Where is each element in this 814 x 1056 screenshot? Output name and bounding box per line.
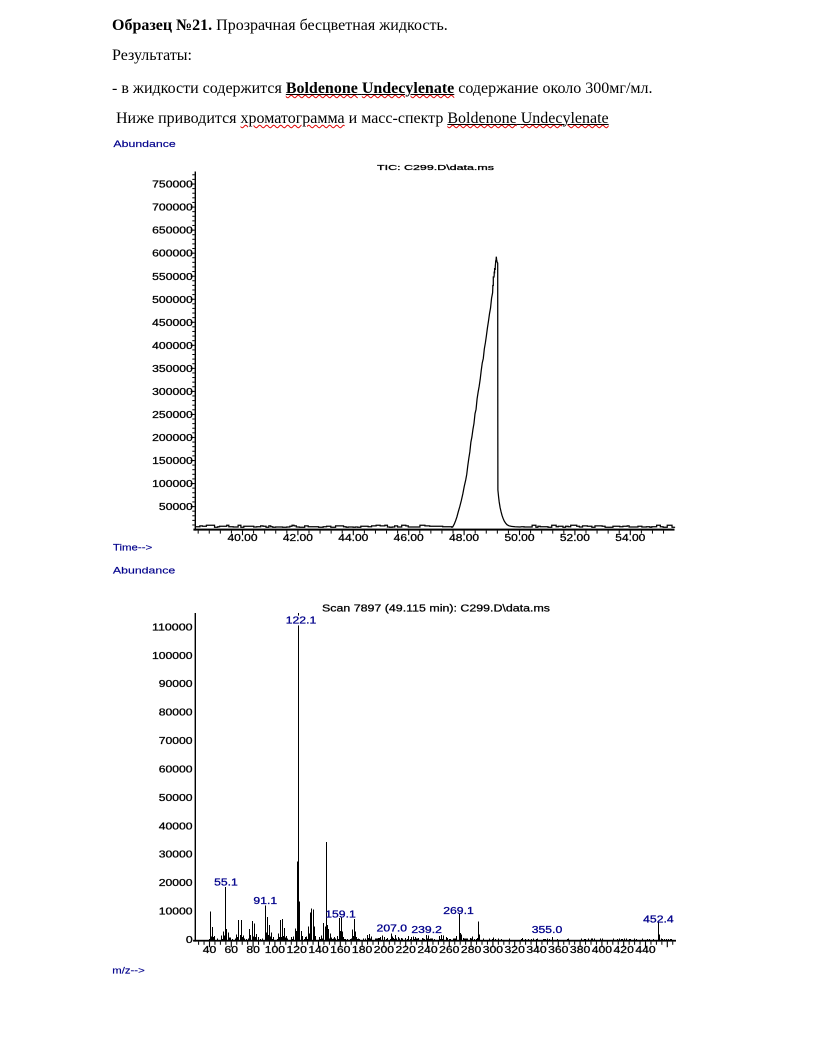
svg-text:60000: 60000 xyxy=(159,764,193,775)
svg-text:110000: 110000 xyxy=(152,622,193,633)
svg-text:400000: 400000 xyxy=(152,341,193,352)
svg-text:100: 100 xyxy=(265,945,286,956)
svg-text:160: 160 xyxy=(330,945,351,956)
svg-text:80000: 80000 xyxy=(159,708,193,719)
svg-text:450000: 450000 xyxy=(152,318,193,329)
svg-text:90000: 90000 xyxy=(159,679,193,690)
svg-text:m/z-->: m/z--> xyxy=(112,966,144,976)
svg-text:100000: 100000 xyxy=(152,651,193,662)
svg-text:207.0: 207.0 xyxy=(377,923,408,934)
svg-text:Time-->: Time--> xyxy=(113,543,152,553)
svg-text:150000: 150000 xyxy=(152,456,193,467)
svg-text:750000: 750000 xyxy=(152,180,193,191)
svg-text:10000: 10000 xyxy=(159,907,193,918)
svg-text:350000: 350000 xyxy=(152,364,193,375)
svg-text:280: 280 xyxy=(461,945,482,956)
svg-text:40: 40 xyxy=(203,945,217,956)
svg-text:20000: 20000 xyxy=(159,878,193,889)
svg-text:Scan 7897 (49.115 min): C299.D: Scan 7897 (49.115 min): C299.D\data.ms xyxy=(322,603,550,615)
svg-text:200000: 200000 xyxy=(152,433,193,444)
svg-text:220: 220 xyxy=(396,945,417,956)
svg-text:200: 200 xyxy=(374,945,395,956)
svg-text:320: 320 xyxy=(505,945,526,956)
svg-text:100000: 100000 xyxy=(152,479,193,490)
svg-text:452.4: 452.4 xyxy=(643,915,674,926)
svg-text:400: 400 xyxy=(592,945,613,956)
svg-text:Abundance: Abundance xyxy=(113,139,175,149)
svg-text:0: 0 xyxy=(186,935,193,946)
svg-text:54.00: 54.00 xyxy=(615,533,646,544)
svg-text:91.1: 91.1 xyxy=(253,896,277,907)
svg-text:650000: 650000 xyxy=(152,226,193,237)
svg-text:30000: 30000 xyxy=(159,850,193,861)
svg-text:440: 440 xyxy=(635,945,656,956)
svg-text:300000: 300000 xyxy=(152,387,193,398)
svg-text:239.2: 239.2 xyxy=(411,925,442,936)
svg-text:269.1: 269.1 xyxy=(443,906,474,917)
svg-text:52.00: 52.00 xyxy=(560,533,591,544)
svg-text:159.1: 159.1 xyxy=(325,910,356,921)
svg-text:260: 260 xyxy=(439,945,460,956)
svg-text:60: 60 xyxy=(225,945,239,956)
svg-text:40000: 40000 xyxy=(159,821,193,832)
svg-text:46.00: 46.00 xyxy=(394,533,425,544)
svg-text:80: 80 xyxy=(246,945,260,956)
svg-text:44.00: 44.00 xyxy=(338,533,369,544)
svg-text:360: 360 xyxy=(548,945,569,956)
svg-text:240: 240 xyxy=(417,945,438,956)
svg-text:500000: 500000 xyxy=(152,295,193,306)
svg-text:140: 140 xyxy=(308,945,329,956)
svg-text:50.00: 50.00 xyxy=(505,533,536,544)
svg-text:70000: 70000 xyxy=(159,736,193,747)
svg-text:355.0: 355.0 xyxy=(532,925,563,936)
svg-text:Abundance: Abundance xyxy=(113,566,175,576)
svg-text:50000: 50000 xyxy=(159,793,193,804)
svg-text:600000: 600000 xyxy=(152,249,193,260)
svg-text:50000: 50000 xyxy=(159,502,193,513)
svg-text:40.00: 40.00 xyxy=(228,533,259,544)
svg-text:55.1: 55.1 xyxy=(214,878,238,889)
svg-text:380: 380 xyxy=(570,945,591,956)
svg-text:120: 120 xyxy=(287,945,308,956)
svg-text:420: 420 xyxy=(614,945,635,956)
svg-text:122.1: 122.1 xyxy=(286,615,317,626)
svg-text:180: 180 xyxy=(352,945,373,956)
svg-text:TIC: C299.D\data.ms: TIC: C299.D\data.ms xyxy=(377,163,494,172)
svg-text:340: 340 xyxy=(526,945,547,956)
svg-text:48.00: 48.00 xyxy=(449,533,480,544)
svg-text:550000: 550000 xyxy=(152,272,193,283)
svg-text:250000: 250000 xyxy=(152,410,193,421)
svg-text:300: 300 xyxy=(483,945,504,956)
svg-text:42.00: 42.00 xyxy=(283,533,314,544)
svg-text:700000: 700000 xyxy=(152,203,193,214)
